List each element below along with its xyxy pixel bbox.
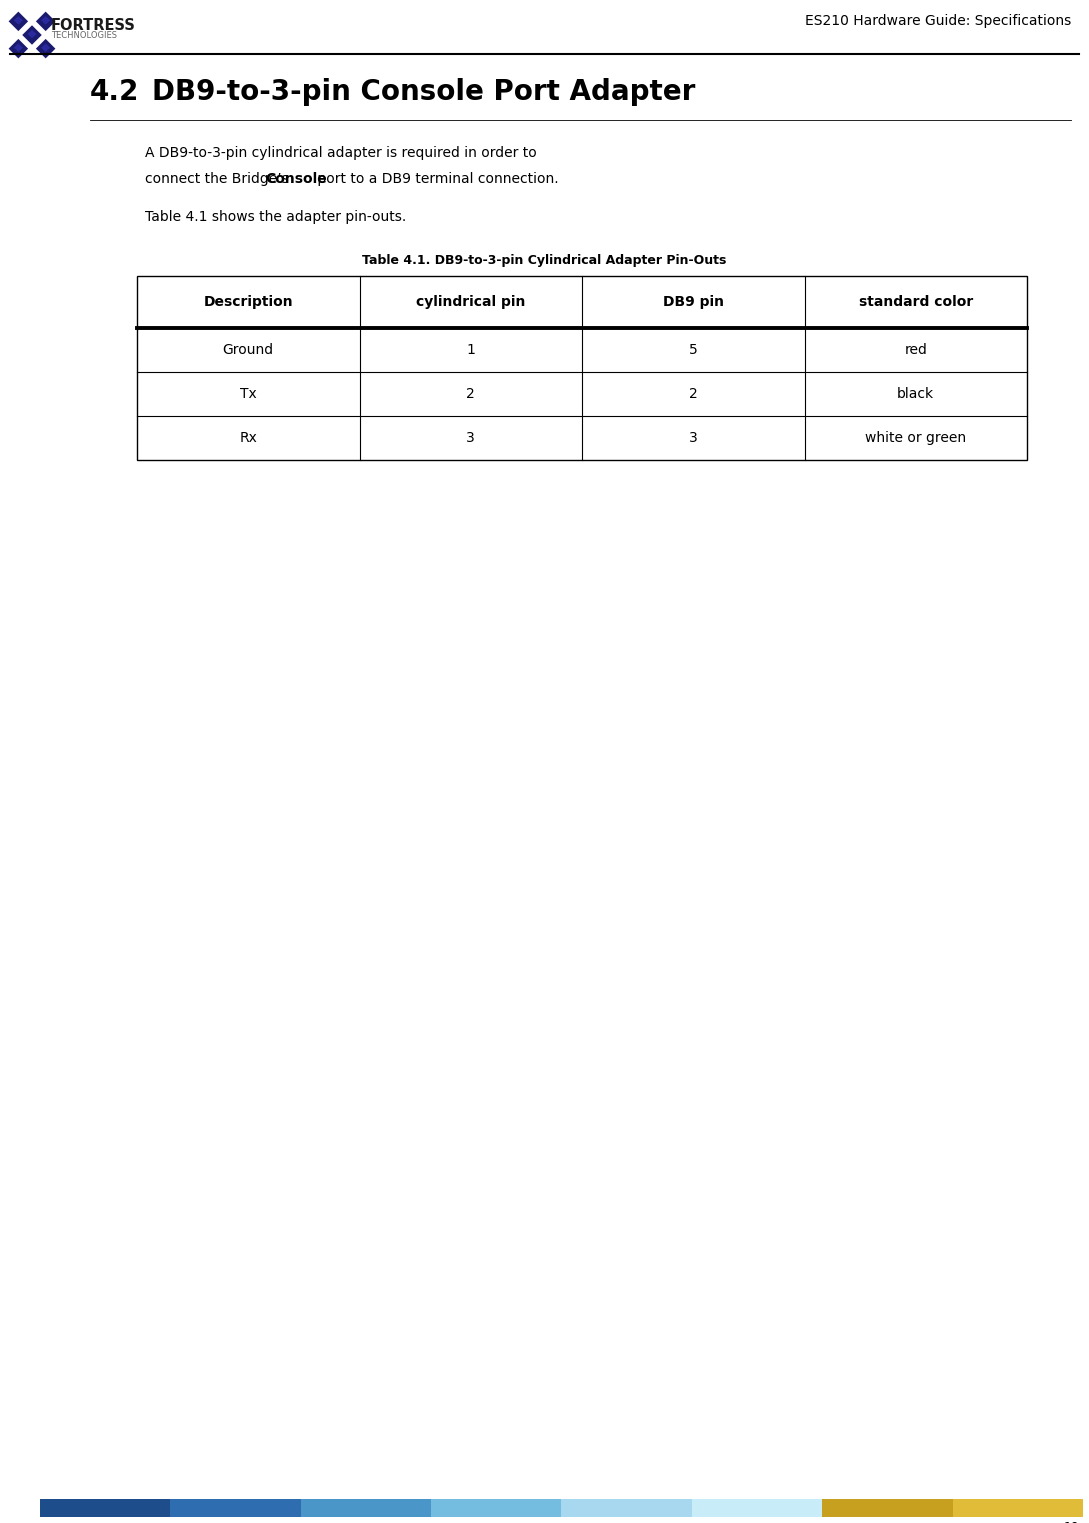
Text: cylindrical pin: cylindrical pin (416, 295, 525, 309)
Polygon shape (14, 44, 23, 52)
Bar (137, 276, 1027, 460)
Text: 4.2: 4.2 (90, 78, 139, 107)
Text: Tx: Tx (240, 387, 257, 401)
Bar (40, 1499, 171, 1517)
Text: connect the Bridge’s: connect the Bridge’s (145, 172, 293, 186)
Bar (953, 1499, 1084, 1517)
Text: Console: Console (266, 172, 328, 186)
Text: port to a DB9 terminal connection.: port to a DB9 terminal connection. (314, 172, 559, 186)
Polygon shape (36, 12, 56, 30)
Text: 3: 3 (689, 431, 698, 445)
Bar (692, 1499, 823, 1517)
Polygon shape (9, 12, 28, 30)
Text: FORTRESS: FORTRESS (51, 18, 136, 34)
Bar (170, 1499, 302, 1517)
Polygon shape (22, 26, 41, 44)
Text: A DB9-to-3-pin cylindrical adapter is required in order to: A DB9-to-3-pin cylindrical adapter is re… (145, 146, 537, 160)
Text: 2: 2 (689, 387, 698, 401)
Bar (301, 1499, 431, 1517)
Text: 3: 3 (466, 431, 475, 445)
Polygon shape (41, 44, 50, 52)
Text: Table 4.1. DB9-to-3-pin Cylindrical Adapter Pin-Outs: Table 4.1. DB9-to-3-pin Cylindrical Adap… (363, 254, 726, 267)
Polygon shape (9, 40, 28, 58)
Bar (562, 1499, 693, 1517)
Text: DB9-to-3-pin Console Port Adapter: DB9-to-3-pin Console Port Adapter (152, 78, 696, 107)
Text: Table 4.1 shows the adapter pin-outs.: Table 4.1 shows the adapter pin-outs. (145, 210, 406, 224)
Text: standard color: standard color (858, 295, 972, 309)
Bar (822, 1499, 953, 1517)
Text: 19: 19 (1063, 1521, 1079, 1523)
Text: DB9 pin: DB9 pin (663, 295, 724, 309)
Text: 5: 5 (689, 343, 698, 356)
Polygon shape (27, 30, 37, 38)
Bar (431, 1499, 562, 1517)
Text: red: red (904, 343, 927, 356)
Text: 1: 1 (466, 343, 475, 356)
Polygon shape (41, 17, 50, 24)
Text: Description: Description (204, 295, 293, 309)
Text: Rx: Rx (240, 431, 257, 445)
Text: white or green: white or green (865, 431, 966, 445)
Text: 2: 2 (466, 387, 475, 401)
Polygon shape (14, 17, 23, 24)
Text: TECHNOLOGIES: TECHNOLOGIES (51, 30, 117, 40)
Polygon shape (36, 40, 56, 58)
Text: black: black (897, 387, 934, 401)
Text: ES210 Hardware Guide: Specifications: ES210 Hardware Guide: Specifications (805, 14, 1070, 27)
Text: Ground: Ground (222, 343, 273, 356)
